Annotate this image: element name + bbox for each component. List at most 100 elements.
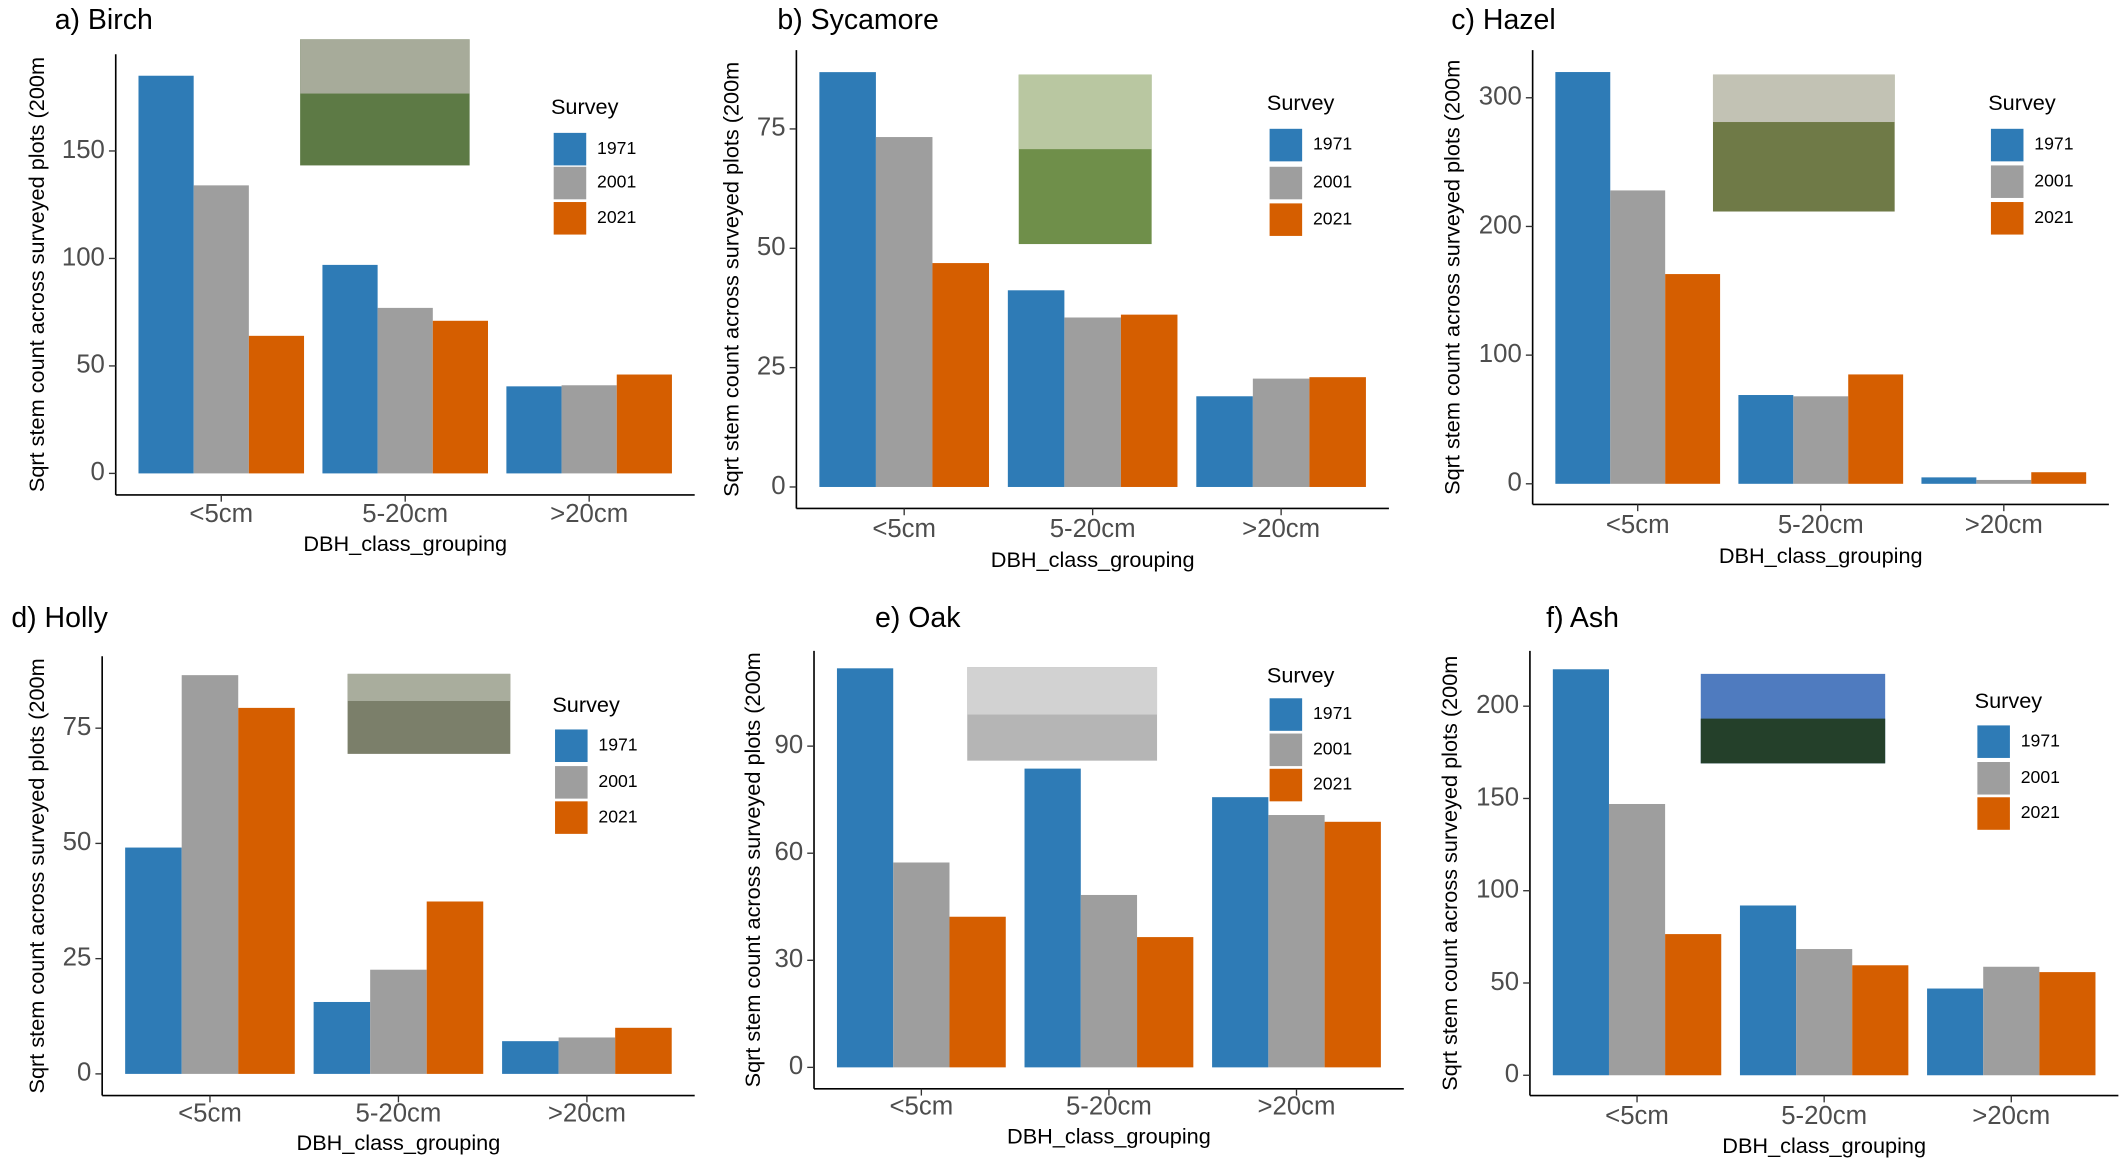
y-tick-label: 0 [789,1052,803,1080]
x-axis-title: DBH_class_grouping [1007,1123,1211,1148]
photo [300,39,1895,764]
legend-key [555,729,588,763]
legend-label: 1971 [1313,134,1352,154]
bar [1976,479,2032,484]
y-tick-label: 200 [1476,691,1519,719]
y-tick-label: 0 [1507,469,1521,497]
bar [238,707,295,1074]
legend-label: 1971 [597,138,636,158]
y-axis-title: Sqrt stem count across surveyed plots (2… [1437,656,1462,1091]
legend-label: 2021 [1313,774,1352,794]
y-tick-label: 300 [1479,83,1522,111]
y-tick-label: 50 [1490,968,1519,996]
bar [125,847,182,1074]
legend-label: 1971 [1313,703,1352,723]
legend-label: 2001 [598,771,637,791]
y-tick-label: 25 [63,943,92,971]
chart-title: c) Hazel [1451,4,1555,36]
x-tick-label: 5-20cm [1778,511,1864,539]
bar [2031,472,2087,484]
bar [893,862,950,1068]
x-tick-label: 5-20cm [1066,1093,1152,1121]
bar [1212,797,1269,1068]
bar [561,385,617,474]
x-axis-title: DBH_class_grouping [297,1130,501,1155]
x-tick-label: >20cm [1965,511,2043,539]
legend-title: Survey [551,94,619,119]
y-axis-title: Sqrt stem count across surveyed plots (2… [718,62,743,497]
legend-label: 2021 [598,806,637,826]
x-tick-label: >20cm [1242,515,1320,543]
bar [1007,290,1065,487]
y-tick-label: 90 [775,731,804,759]
bar [181,675,239,1074]
y-tick-label: 100 [62,243,105,271]
bar [377,307,433,474]
bar [1739,905,1797,1076]
bar [426,901,484,1074]
x-tick-label: 5-20cm [355,1099,441,1127]
bar [1137,937,1194,1068]
legend-key [1990,165,2024,198]
legend-label: 1971 [2021,730,2060,750]
bar [1921,477,1977,484]
legend-title: Survey [1267,90,1335,115]
legend-label: 2021 [1313,208,1352,228]
chart-title: b) Sycamore [777,4,938,36]
y-tick-label: 100 [1476,876,1519,904]
legend-label: 1971 [2034,134,2073,154]
bar [558,1037,616,1074]
bar [248,335,305,474]
bar [615,1027,672,1074]
y-axis-title: Sqrt stem count across surveyed plots (2… [1440,60,1465,495]
x-tick-label: <5cm [1605,1102,1669,1130]
bar [1665,274,1721,484]
legend-key [553,132,587,166]
bar [1555,72,1611,484]
legend-key [555,766,588,799]
bar [193,185,249,474]
y-tick-label: 30 [775,945,804,973]
bar [1120,314,1178,487]
legend-key [1977,797,2010,830]
bar [875,137,933,487]
bar [506,386,562,474]
y-tick-label: 0 [1505,1060,1519,1088]
y-tick-label: 150 [1476,783,1519,811]
y-axis-title: Sqrt stem count across surveyed plots (2… [24,57,49,492]
legend-key [1977,725,2010,758]
x-tick-label: 5-20cm [1050,515,1136,543]
x-tick-label: <5cm [872,515,936,543]
legend-title: Survey [552,692,620,717]
legend-label: 2001 [1313,738,1352,758]
bar [1610,190,1666,484]
y-axis-title: Sqrt stem count across surveyed plots (2… [24,658,49,1093]
bar [1665,934,1722,1076]
bar [138,75,194,474]
bar [313,1001,371,1074]
bar [1024,768,1081,1068]
legend-title: Survey [1267,662,1335,687]
legend-label: 2021 [2034,207,2073,227]
chart-title: e) Oak [875,602,961,634]
x-tick-label: <5cm [178,1099,242,1127]
bar [1738,395,1794,484]
bar [949,916,1006,1068]
bar [1268,815,1325,1068]
legend-key [1269,166,1303,200]
legend-label: 2001 [1313,172,1352,192]
legend-key [1269,698,1303,731]
bar [1796,949,1853,1076]
y-tick-label: 50 [63,828,92,856]
bar [616,374,672,474]
y-tick-label: 150 [62,136,105,164]
bar [1608,803,1666,1076]
legend-label: 2001 [597,172,636,192]
chart-title: d) Holly [11,602,108,634]
legend-key [1269,128,1303,162]
y-tick-label: 0 [771,472,785,500]
legend-label: 2021 [2021,802,2060,822]
bar [1983,966,2040,1076]
legend-label: 2021 [597,207,636,227]
x-axis-title: DBH_class_grouping [303,531,507,556]
